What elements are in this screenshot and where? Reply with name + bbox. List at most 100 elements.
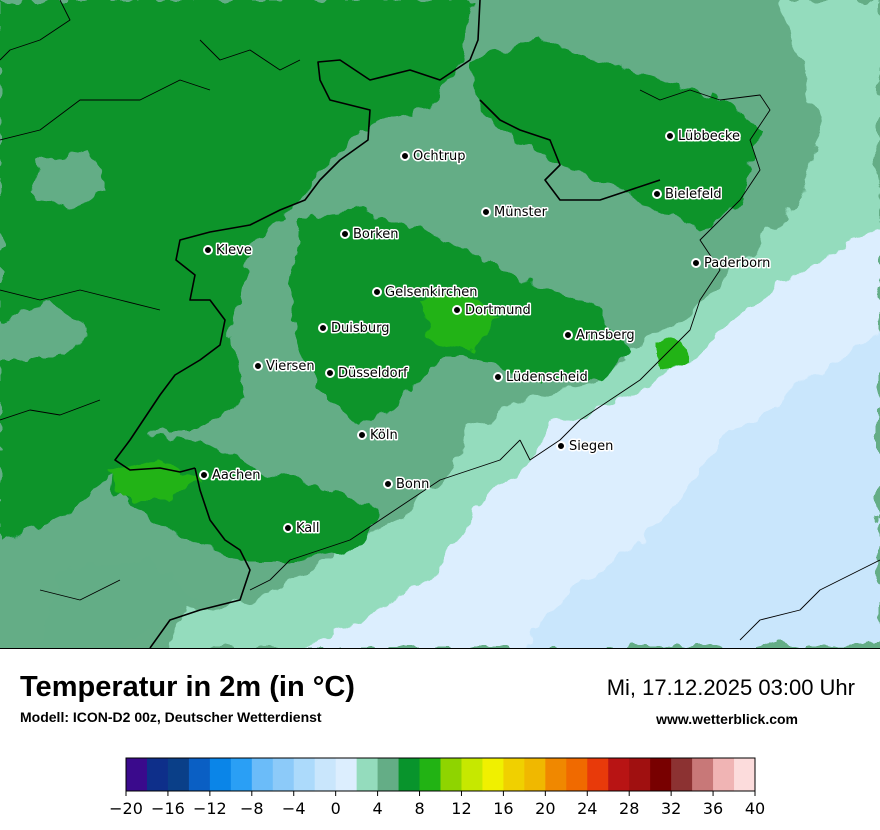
colorbar-swatch <box>629 758 651 791</box>
city-siegen[interactable]: Siegen <box>556 438 615 456</box>
country-borders <box>114 0 661 648</box>
colorbar-tick-label: 40 <box>745 799 765 818</box>
colorbar-swatch <box>167 758 190 791</box>
city-label: Köln <box>370 428 398 443</box>
city-marker <box>318 323 328 333</box>
city-dortmund[interactable]: Dortmund <box>452 302 532 320</box>
temp-zone-green-north <box>470 40 760 230</box>
city-label: Viersen <box>266 359 315 374</box>
city-münster[interactable]: Münster <box>481 204 549 222</box>
colorbar-tick-label: 8 <box>414 799 424 818</box>
city-marker <box>563 330 573 340</box>
city-label: Lübbecke <box>678 129 740 144</box>
temp-zone-mid-patch-2 <box>0 300 90 360</box>
colorbar-swatch <box>587 758 609 791</box>
map-canvas: Lübbecke Ochtrup Bielefeld Münster Kleve Bork… <box>0 0 880 648</box>
colorbar-swatch <box>566 758 588 791</box>
border-nrw-south <box>249 439 521 591</box>
city-kleve[interactable]: Kleve <box>203 242 253 260</box>
city-arnsberg[interactable]: Arnsberg <box>563 327 636 345</box>
city-label: Dortmund <box>465 303 531 318</box>
city-lübbecke[interactable]: Lübbecke <box>665 128 741 146</box>
city-label: Gelsenkirchen <box>385 285 478 300</box>
city-label: Münster <box>494 205 548 220</box>
city-gelsenkirchen[interactable]: Gelsenkirchen <box>372 284 479 302</box>
colorbar-tick-label: 20 <box>535 799 555 818</box>
border-nl-de <box>114 0 481 473</box>
colorbar-swatch <box>146 758 169 791</box>
temp-zone-mid-patch-3 <box>40 560 200 648</box>
colorbar-tick-label: 4 <box>373 799 383 818</box>
temperature-map[interactable]: Lübbecke Ochtrup Bielefeld Münster Kleve Bork… <box>0 0 880 649</box>
border-nl-internal <box>0 0 301 601</box>
colorbar-tick-label: 28 <box>619 799 639 818</box>
city-viersen[interactable]: Viersen <box>253 358 316 376</box>
city-marker <box>283 523 293 533</box>
city-ochtrup[interactable]: Ochtrup <box>400 148 467 166</box>
city-marker <box>652 189 662 199</box>
city-aachen[interactable]: Aachen <box>199 467 262 485</box>
city-bielefeld[interactable]: Bielefeld <box>652 186 723 204</box>
colorbar-swatch <box>209 758 232 791</box>
colorbar-tick-label: −20 <box>109 799 143 818</box>
city-label: Duisburg <box>331 321 390 336</box>
city-marker <box>383 479 393 489</box>
colorbar-swatch <box>524 758 546 791</box>
city-label: Bonn <box>396 477 429 492</box>
colorbar-swatch <box>398 758 421 791</box>
state-borders <box>0 0 880 641</box>
city-label: Aachen <box>212 468 260 483</box>
city-marker <box>400 151 410 161</box>
colorbar-tick-label: 36 <box>703 799 723 818</box>
colorbar-border <box>125 757 756 792</box>
border-nl-de-north <box>479 99 661 201</box>
city-kall[interactable]: Kall <box>283 520 321 538</box>
city-paderborn[interactable]: Paderborn <box>691 255 772 273</box>
colorbar-swatch <box>230 758 253 791</box>
temp-zone-light-blue <box>520 330 880 648</box>
border-be-de <box>149 467 251 648</box>
city-borken[interactable]: Borken <box>340 226 400 244</box>
colorbar-tick-label: −16 <box>151 799 185 818</box>
city-lüdenscheid[interactable]: Lüdenscheid <box>493 369 589 387</box>
colorbar-swatch <box>461 758 483 791</box>
temperature-colorbar: −20 −16 −12 −8 −4 0 4 8 12 16 20 24 28 32 36 40 <box>109 757 765 818</box>
colorbar-tick-label: −4 <box>282 799 306 818</box>
temp-zone-green-northwest <box>0 0 470 540</box>
colorbar-swatch <box>314 758 337 791</box>
colorbar-swatch <box>482 758 504 791</box>
city-marker <box>340 229 350 239</box>
city-marker <box>199 470 209 480</box>
colorbar-tick-label: −8 <box>240 799 264 818</box>
city-marker <box>691 258 701 268</box>
colorbar-tick-label: 32 <box>661 799 681 818</box>
colorbar-swatch <box>419 758 441 791</box>
city-label: Düsseldorf <box>338 366 408 381</box>
colorbar-tick-label: 0 <box>331 799 341 818</box>
colorbar-swatch <box>671 758 693 791</box>
city-label: Borken <box>353 227 399 242</box>
website-link[interactable]: www.wetterblick.com <box>656 711 798 727</box>
city-marker <box>203 245 213 255</box>
colorbar-swatch <box>272 758 295 791</box>
colorbar-swatch <box>692 758 714 791</box>
temp-zone-bright-green-east <box>655 340 690 372</box>
forecast-datetime: Mi, 17.12.2025 03:00 Uhr <box>606 675 855 700</box>
city-marker <box>372 287 382 297</box>
temp-zone-bright-green-dortmund <box>420 290 500 350</box>
city-label: Kleve <box>216 243 252 258</box>
colorbar-swatch <box>293 758 316 791</box>
colorbar-swatch <box>188 758 211 791</box>
colorbar-tick-label: −12 <box>193 799 227 818</box>
map-footer: Temperatur in 2m (in °C) Modell: ICON-D2… <box>0 649 880 830</box>
city-marker <box>253 361 263 371</box>
city-köln[interactable]: Köln <box>357 427 399 445</box>
city-marker <box>493 372 503 382</box>
city-marker <box>556 441 566 451</box>
city-düsseldorf[interactable]: Düsseldorf <box>325 365 409 383</box>
colorbar-tick-label: 16 <box>493 799 513 818</box>
city-bonn[interactable]: Bonn <box>383 476 431 494</box>
border-south-east <box>739 559 880 641</box>
city-duisburg[interactable]: Duisburg <box>318 320 391 338</box>
city-label: Ochtrup <box>413 149 466 164</box>
